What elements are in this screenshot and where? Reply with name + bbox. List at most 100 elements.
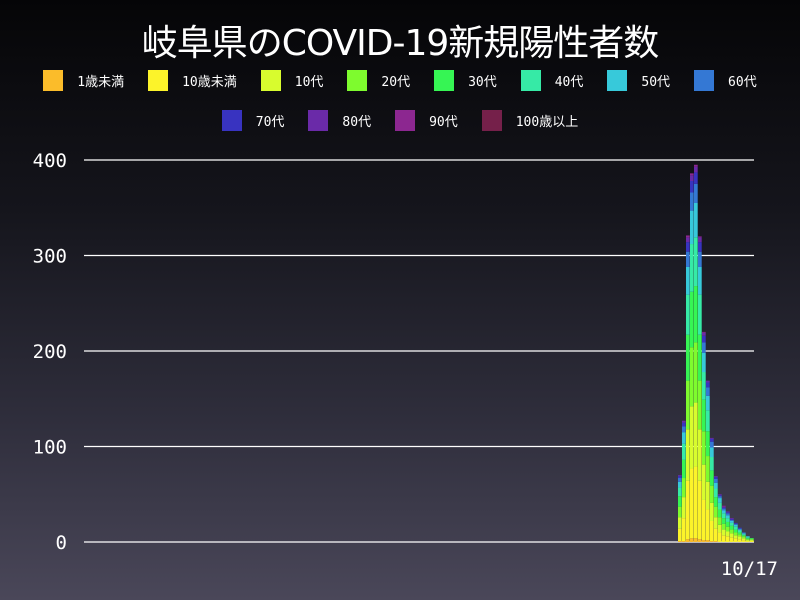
bar-segment [742, 536, 746, 539]
bar-segment [734, 526, 738, 530]
bar-segment [698, 380, 702, 430]
bar-segment [678, 496, 682, 507]
y-tick-label: 300 [33, 246, 67, 268]
bar-segment [706, 509, 710, 541]
legend-item: 60代 [694, 70, 757, 91]
legend-label: 30代 [468, 75, 497, 90]
bar-segment [702, 342, 706, 353]
legend-label: 40代 [554, 75, 584, 90]
bar-segment [718, 495, 722, 497]
legend-swatch [481, 110, 502, 131]
bar-segment [690, 291, 694, 348]
bar-segment [722, 518, 726, 524]
bar-segment [706, 380, 710, 383]
bar-segment [722, 535, 726, 542]
bar-segment [690, 538, 694, 542]
bar-segment [694, 286, 698, 343]
bar-segment [738, 530, 742, 533]
bar-segment [718, 509, 722, 518]
bar-segment [690, 210, 694, 245]
bar-segment [734, 523, 738, 525]
legend-swatch [148, 70, 169, 91]
bar-segment [682, 478, 686, 498]
bar-segment [742, 535, 746, 537]
bar-segment [690, 347, 694, 407]
bar-segment [694, 237, 698, 287]
bar-segment [678, 528, 682, 542]
bar-segment [714, 488, 718, 498]
legend-label: 100歳以上 [515, 115, 579, 130]
legend-item: 90代 [395, 110, 458, 131]
bar-segment [678, 517, 682, 529]
bar-segment [750, 540, 754, 542]
bar-segment [750, 539, 754, 541]
bar-segment [678, 481, 682, 488]
bar-segment [714, 541, 718, 542]
bar-segment [698, 242, 702, 252]
bar-segment [746, 537, 750, 539]
bar-segment [678, 478, 682, 482]
bar-segment [730, 533, 734, 538]
bar-segment [694, 202, 698, 238]
bar-segment [690, 192, 694, 211]
bar-segment [698, 237, 702, 243]
bar-segment [702, 399, 706, 432]
bar-segment [718, 532, 722, 542]
bar-segment [686, 334, 690, 381]
bar-segment [690, 244, 694, 292]
bar-segment [730, 520, 734, 523]
bar-segment [722, 508, 726, 511]
bar-segment [750, 541, 754, 542]
bar-segment [726, 511, 730, 513]
bar-segment [698, 480, 702, 540]
bar-segment [750, 538, 754, 540]
legend-swatch [434, 70, 455, 91]
bar-segment [722, 505, 726, 507]
y-tick-label: 200 [33, 341, 67, 363]
bar-segment [702, 431, 706, 465]
legend-label: 10歳未満 [182, 75, 237, 90]
legend-item: 40代 [520, 70, 584, 91]
bar-segment [710, 447, 714, 458]
legend-swatch [520, 70, 541, 91]
legend-label: 60代 [728, 75, 757, 90]
legend-item: 70代 [221, 110, 284, 131]
bar-segment [718, 524, 722, 533]
bar-segment [726, 531, 730, 537]
bar-segment [718, 496, 722, 499]
bar-segment [734, 535, 738, 539]
bar-segment [706, 382, 710, 388]
bar-segment [702, 352, 706, 373]
bar-segment [698, 266, 702, 295]
bar-segment [742, 540, 746, 542]
legend-item: 30代 [434, 70, 497, 91]
bar-segment [706, 481, 710, 510]
bar-segment [702, 540, 706, 542]
bar-segment [694, 466, 698, 539]
bar-segment [682, 497, 686, 519]
bar-segment [706, 410, 710, 432]
bar-segment [710, 502, 714, 521]
legend: 70代 80代 90代 100歳以上 [0, 110, 800, 131]
bar-segment [714, 506, 718, 518]
bar-segment [686, 480, 690, 540]
bar-segment [706, 540, 710, 542]
bar-segment [710, 441, 714, 448]
bar-segment [738, 532, 742, 535]
bar-segment [690, 173, 694, 176]
bar-segment [738, 539, 742, 542]
bar-segment [742, 534, 746, 536]
bar-segment [678, 541, 682, 542]
bar-segment [722, 513, 726, 519]
bar-segment [686, 266, 690, 295]
legend-item: 10代 [260, 70, 323, 91]
bar-segment [694, 342, 698, 403]
bar-segment [686, 380, 690, 430]
bar-segment [746, 539, 750, 541]
bar-segment [742, 532, 746, 534]
bar-segment [686, 429, 690, 481]
bar-segment [682, 432, 686, 444]
bar-segment [710, 457, 714, 471]
bar-segment [730, 525, 734, 530]
